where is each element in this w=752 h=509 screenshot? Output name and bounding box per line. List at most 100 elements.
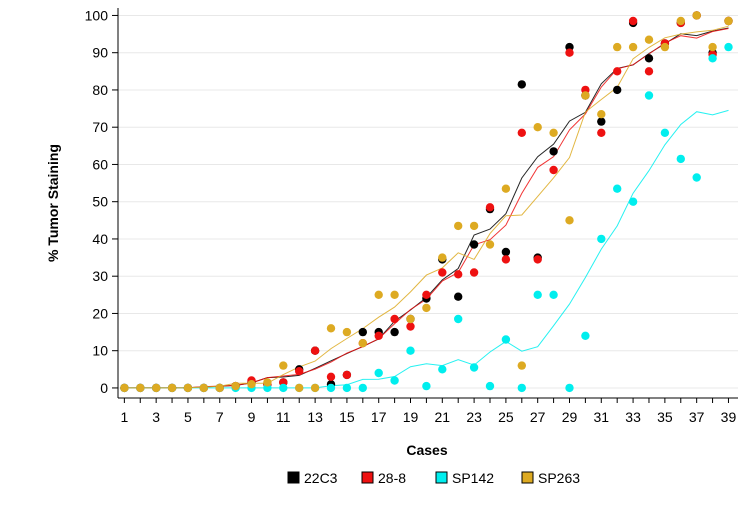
- y-tick-label: 70: [92, 119, 108, 135]
- legend-swatch: [361, 471, 374, 484]
- x-tick-label: 27: [530, 409, 546, 425]
- data-point-SP142: [485, 381, 495, 391]
- data-point-SP263: [247, 380, 256, 389]
- data-point-SP142: [533, 290, 542, 299]
- y-tick-label: 10: [92, 343, 108, 359]
- data-point-SP263: [724, 16, 733, 26]
- data-point-28-8: [422, 290, 431, 299]
- legend-item-22C3: 22C3: [287, 470, 338, 486]
- x-tick-label: 19: [403, 409, 419, 425]
- data-point-SP142: [676, 154, 685, 164]
- data-point-28-8: [549, 165, 558, 175]
- data-point-SP263: [199, 383, 208, 393]
- data-point-SP263: [422, 303, 431, 313]
- data-point-SP263: [469, 221, 479, 231]
- data-point-SP142: [469, 363, 479, 372]
- data-point-28-8: [438, 268, 447, 277]
- legend-swatch: [521, 471, 534, 484]
- data-point-SP142: [390, 376, 399, 385]
- legend-item-28-8: 28-8: [361, 470, 406, 486]
- data-point-SP142: [358, 383, 367, 393]
- data-point-SP263: [517, 361, 526, 370]
- x-tick-label: 9: [248, 409, 256, 425]
- x-tick-label: 33: [625, 409, 641, 425]
- data-point-SP263: [644, 35, 654, 44]
- y-tick-label: 50: [92, 194, 108, 210]
- legend-swatch: [287, 471, 300, 484]
- trend-line-SP142: [124, 109, 729, 389]
- x-tick-label: 35: [657, 409, 673, 425]
- data-point-SP142: [454, 314, 463, 324]
- legend-item-SP263: SP263: [521, 470, 580, 486]
- data-point-SP263: [692, 11, 701, 20]
- data-point-SP263: [183, 383, 193, 393]
- x-tick-label: 25: [498, 409, 514, 425]
- data-point-SP142: [422, 381, 431, 391]
- data-point-SP263: [390, 290, 399, 299]
- data-point-SP263: [613, 42, 622, 52]
- data-point-SP263: [660, 42, 670, 52]
- x-tick-label: 39: [721, 409, 737, 425]
- data-point-SP263: [581, 91, 590, 100]
- data-point-SP263: [263, 378, 272, 387]
- data-point-SP263: [358, 339, 367, 348]
- legend-swatch: [435, 471, 448, 484]
- x-tick-label: 5: [184, 409, 192, 425]
- data-point-28-8: [326, 372, 336, 381]
- data-point-28-8: [613, 67, 622, 76]
- legend-label: SP142: [452, 470, 494, 486]
- data-point-SP142: [628, 197, 638, 206]
- data-point-SP142: [342, 383, 352, 393]
- data-point-SP263: [310, 383, 320, 393]
- data-point-SP263: [676, 16, 685, 26]
- data-point-28-8: [565, 48, 574, 57]
- legend-label: 28-8: [378, 470, 406, 486]
- data-point-22C3: [358, 327, 367, 337]
- x-tick-label: 21: [435, 409, 451, 425]
- data-point-22C3: [597, 117, 606, 126]
- data-point-SP263: [326, 324, 336, 333]
- data-point-SP142: [644, 91, 654, 100]
- legend-label: SP263: [538, 470, 580, 486]
- x-ticks: 1 3 5 7 9 11 13 15 17 19 21 23 25 27 29 31 33 35 37 39: [120, 398, 736, 425]
- x-tick-label: 37: [689, 409, 705, 425]
- data-point-SP263: [374, 290, 383, 299]
- data-point-28-8: [310, 346, 320, 355]
- data-point-SP142: [406, 346, 415, 355]
- data-point-SP142: [517, 383, 526, 393]
- data-point-SP263: [628, 42, 638, 52]
- legend-item-SP142: SP142: [435, 470, 494, 486]
- data-point-28-8: [597, 128, 606, 137]
- y-tick-label: 100: [85, 7, 109, 23]
- grid: [118, 14, 738, 389]
- data-point-28-8: [628, 16, 638, 26]
- x-tick-label: 7: [216, 409, 224, 425]
- data-points: [120, 11, 733, 393]
- data-point-SP263: [454, 221, 463, 231]
- x-tick-label: 23: [466, 409, 482, 425]
- trend-line-SP263: [124, 25, 729, 389]
- data-point-28-8: [501, 255, 511, 264]
- data-point-28-8: [454, 270, 463, 279]
- x-tick-label: 11: [276, 409, 291, 425]
- x-tick-label: 3: [152, 409, 160, 425]
- data-point-SP142: [326, 383, 336, 393]
- data-point-SP263: [485, 240, 495, 249]
- data-point-SP142: [692, 173, 701, 182]
- legend-label: 22C3: [304, 470, 338, 486]
- x-tick-label: 1: [120, 409, 128, 425]
- data-point-SP263: [120, 383, 129, 393]
- data-point-SP263: [533, 123, 542, 132]
- data-point-SP142: [501, 335, 511, 344]
- data-point-SP142: [581, 331, 590, 340]
- data-point-22C3: [501, 247, 511, 257]
- y-axis-title: % Tumor Staining: [45, 144, 61, 262]
- y-tick-label: 80: [92, 82, 108, 98]
- data-point-22C3: [549, 147, 558, 156]
- data-point-SP263: [136, 383, 145, 393]
- data-point-SP263: [295, 383, 304, 393]
- data-point-SP142: [279, 383, 288, 393]
- data-point-SP263: [167, 383, 177, 393]
- data-point-28-8: [295, 367, 304, 376]
